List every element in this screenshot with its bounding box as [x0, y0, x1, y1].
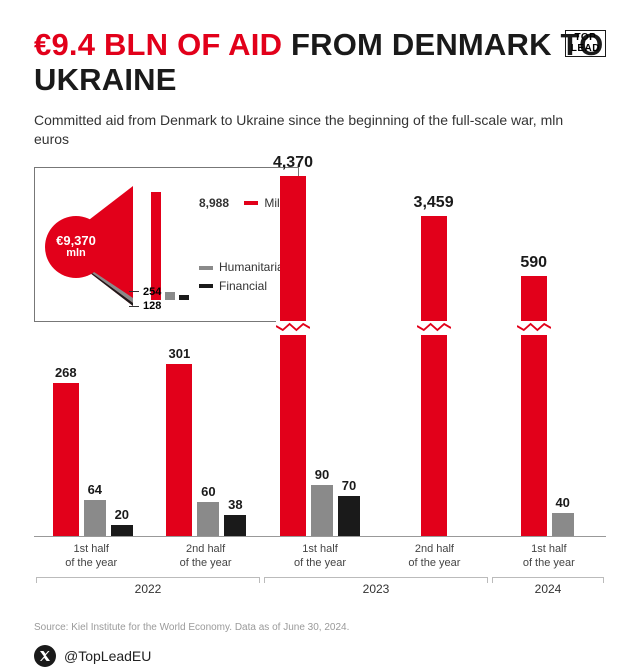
bar-military: 301: [166, 364, 192, 536]
source-note: Source: Kiel Institute for the World Eco…: [34, 622, 606, 633]
x-axis-years: 202220232024: [34, 577, 606, 596]
bar-humanitarian: 40: [552, 513, 574, 536]
year-label: 2024: [492, 577, 604, 596]
x-icon: [34, 645, 56, 667]
x-label: 2nd halfof the year: [377, 543, 491, 571]
brand-logo: TOP LEAD: [565, 30, 606, 57]
subtitle: Committed aid from Denmark to Ukraine si…: [34, 111, 594, 149]
x-label: 1st halfof the year: [34, 543, 148, 571]
bar-financial: 38: [224, 515, 246, 537]
bar-group: 4,3709070: [263, 167, 377, 536]
social-handle: @TopLeadEU: [34, 645, 606, 667]
x-axis-periods: 1st halfof the year2nd halfof the year1s…: [34, 543, 606, 571]
x-label: 2nd halfof the year: [148, 543, 262, 571]
bar-financial: 70: [338, 496, 360, 536]
bar-group: 26864 20: [36, 167, 150, 536]
bar-humanitarian: 60: [197, 502, 219, 536]
year-label: 2023: [264, 577, 488, 596]
bar-financial: 20: [111, 525, 133, 536]
bar-military: 268: [53, 383, 79, 536]
bar-group: 59040: [490, 167, 604, 536]
bar-group: 3016038: [150, 167, 264, 536]
bar-chart: €9,370 mln 8,988 Military Humanitarian F…: [34, 167, 606, 537]
bar-humanitarian: 90: [311, 485, 333, 536]
year-label: 2022: [36, 577, 260, 596]
bar-military: 590: [521, 276, 547, 536]
bar-military: 4,370: [280, 176, 306, 536]
x-label: 1st halfof the year: [492, 543, 606, 571]
x-label: 1st halfof the year: [263, 543, 377, 571]
bar-humanitarian: 64: [84, 500, 106, 537]
page-title: €9.4 BLN OF AID FROM DENMARK TO UKRAINE: [34, 28, 606, 97]
bar-group: 3,459: [377, 167, 491, 536]
bar-military: 3,459: [421, 216, 447, 536]
